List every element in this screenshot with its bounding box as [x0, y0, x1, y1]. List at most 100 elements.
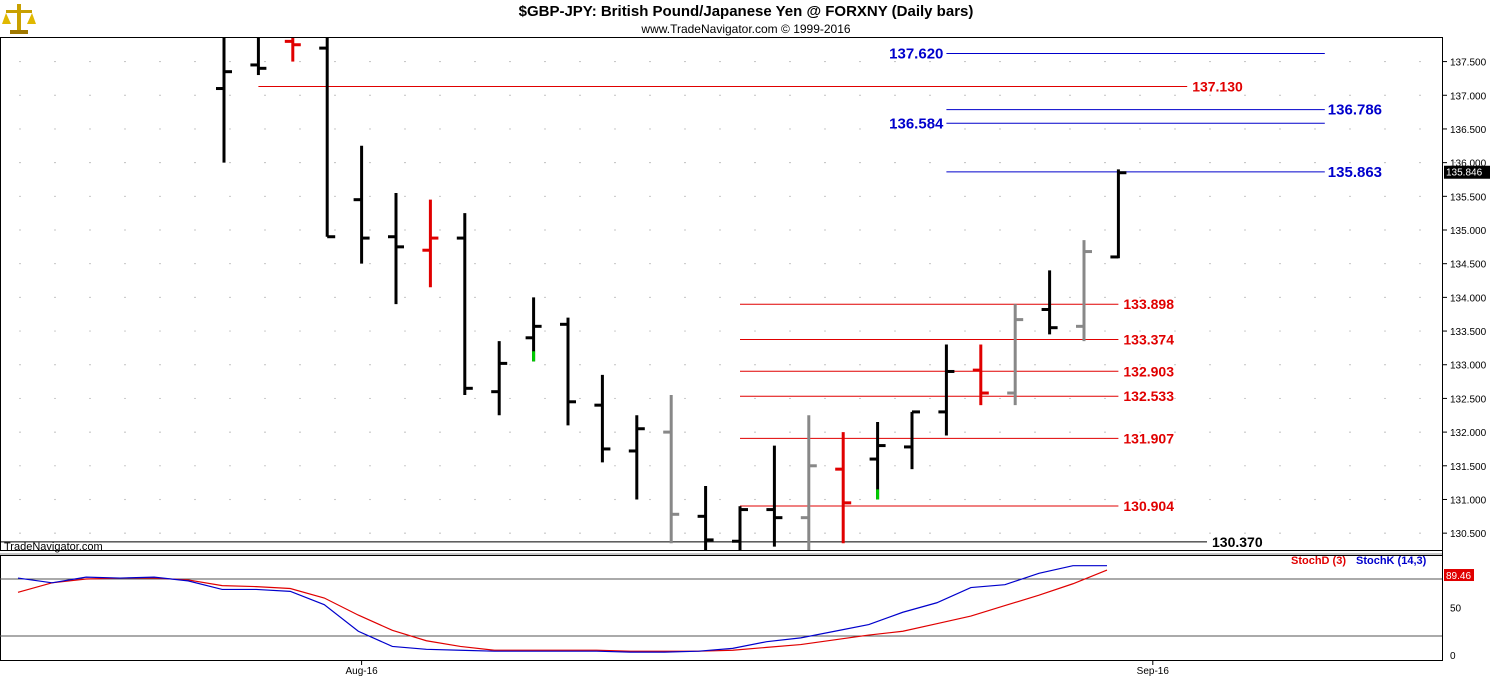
grid-dot: [299, 397, 301, 400]
grid-dot: [579, 162, 581, 164]
y-tick-label: 131.000: [1450, 495, 1487, 506]
grid-dot: [824, 397, 826, 400]
grid-dot: [19, 195, 21, 197]
grid-dot: [1279, 263, 1281, 265]
grid-dot: [19, 229, 21, 231]
grid-dot: [544, 94, 546, 96]
grid-dot: [824, 229, 826, 231]
ohlc-bar: [869, 422, 886, 500]
grid-dot: [824, 94, 826, 96]
watermark: TradeNavigator.com: [4, 541, 103, 553]
grid-dot: [229, 229, 231, 231]
grid-dot: [789, 532, 791, 534]
grid-dot: [1174, 431, 1176, 433]
grid-dot: [894, 162, 896, 164]
grid-dot: [1069, 263, 1071, 265]
grid-dot: [859, 397, 861, 400]
last-price-badge: [1444, 165, 1490, 179]
grid-dot: [684, 263, 686, 265]
grid-dot: [1069, 431, 1071, 433]
grid-dot: [439, 195, 441, 197]
grid-dot: [439, 229, 441, 231]
grid-dot: [1034, 532, 1036, 534]
grid-dot: [1034, 94, 1036, 96]
grid-dot: [19, 296, 21, 298]
grid-dot: [124, 263, 126, 265]
grid-dot: [894, 128, 896, 130]
grid-dot: [964, 296, 966, 298]
grid-dot: [1454, 330, 1456, 332]
red-level-label: 130.904: [1123, 498, 1174, 514]
grid-dot: [964, 364, 966, 366]
grid-dot: [404, 60, 406, 63]
grid-dot: [894, 60, 896, 63]
red-level-label: 133.374: [1123, 332, 1174, 348]
grid-dot: [89, 296, 91, 298]
grid-dot: [649, 465, 651, 467]
y-tick-label: 134.500: [1450, 260, 1487, 271]
grid-dot: [1384, 60, 1386, 63]
ohlc-bar: [697, 486, 714, 550]
grid-dot: [124, 128, 126, 130]
grid-dot: [684, 128, 686, 130]
grid-dot: [1104, 397, 1106, 400]
grid-dot: [404, 498, 406, 501]
grid-dot: [579, 532, 581, 534]
grid-dot: [649, 498, 651, 501]
grid-dot: [194, 465, 196, 467]
grid-dot: [474, 397, 476, 400]
grid-dot: [229, 532, 231, 534]
grid-dot: [1069, 195, 1071, 197]
grid-dot: [1034, 330, 1036, 332]
ohlc-bar: [766, 445, 783, 547]
ohlc-bar: [1076, 240, 1092, 342]
grid-dot: [474, 60, 476, 63]
grid-dot: [1069, 532, 1071, 534]
grid-dot: [264, 94, 266, 96]
grid-dot: [649, 229, 651, 231]
grid-dot: [19, 532, 21, 534]
grid-dot: [684, 397, 686, 400]
grid-dot: [229, 296, 231, 298]
grid-dot: [1209, 431, 1211, 433]
grid-dot: [299, 296, 301, 298]
grid-dot: [54, 532, 56, 534]
grid-dot: [334, 94, 336, 96]
grid-dot: [1209, 60, 1211, 63]
grid-dot: [1314, 330, 1316, 332]
grid-dot: [334, 229, 336, 231]
grid-dot: [684, 296, 686, 298]
blue-level-label: 135.863: [1328, 164, 1382, 181]
grid-dot: [1384, 229, 1386, 231]
grid-dot: [1104, 330, 1106, 332]
grid-dot: [1419, 263, 1421, 265]
grid-dot: [1454, 498, 1456, 501]
grid-dot: [929, 498, 931, 501]
grid-dot: [1349, 162, 1351, 164]
grid-dot: [824, 431, 826, 433]
grid-dot: [1454, 397, 1456, 400]
grid-dot: [789, 94, 791, 96]
grid-dot: [509, 431, 511, 433]
grid-dot: [1314, 364, 1316, 366]
ohlc-bar: [353, 145, 370, 264]
grid-dot: [1139, 364, 1141, 366]
grid-dot: [544, 330, 546, 332]
grid-dot: [894, 195, 896, 197]
grid-dot: [1454, 364, 1456, 366]
ohlc-bar: [216, 38, 232, 163]
grid-dot: [369, 128, 371, 130]
grid-dot: [474, 465, 476, 467]
grid-dot: [299, 229, 301, 231]
grid-dot: [1349, 263, 1351, 265]
grid-dot: [1139, 465, 1141, 467]
grid-dot: [1384, 532, 1386, 534]
grid-dot: [789, 431, 791, 433]
legend-stoch-d: StochD (3): [1291, 555, 1346, 567]
grid-dot: [859, 162, 861, 164]
ohlc-bar: [1110, 169, 1127, 259]
grid-dot: [1104, 60, 1106, 63]
grid-dot: [1069, 397, 1071, 400]
grid-dot: [89, 229, 91, 231]
grid-dot: [194, 296, 196, 298]
